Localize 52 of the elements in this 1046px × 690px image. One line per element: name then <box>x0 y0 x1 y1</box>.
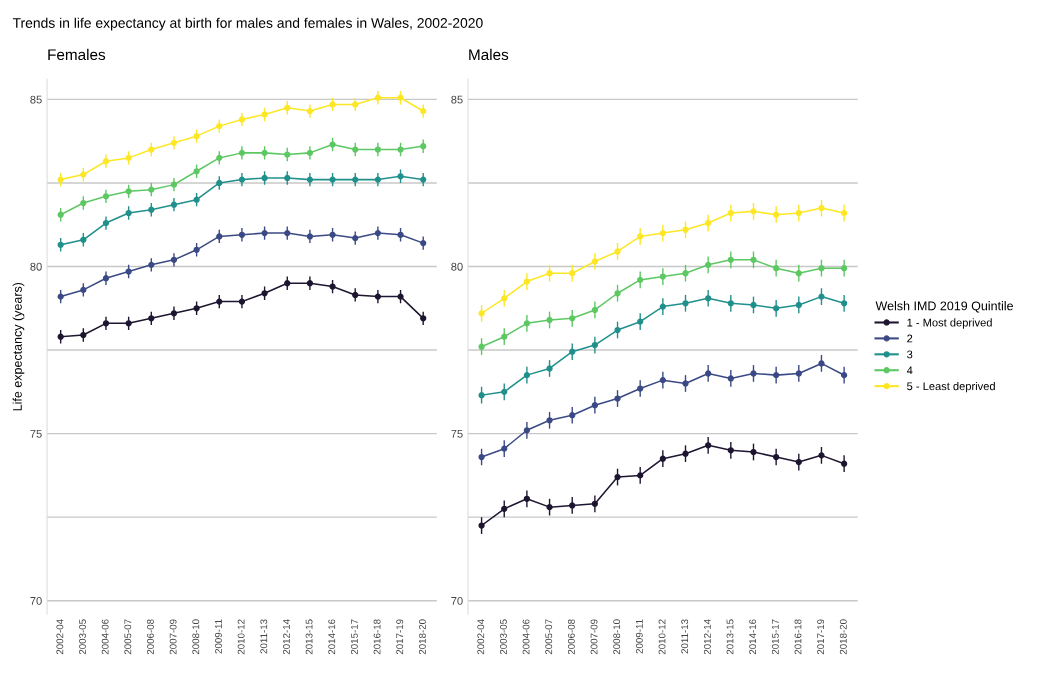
y-tick-label: 70 <box>451 597 463 605</box>
legend-title: Welsh IMD 2019 Quintile <box>875 301 1013 313</box>
x-tick-label: 2006-08 <box>147 619 154 655</box>
x-tick-label: 2004-06 <box>101 619 109 655</box>
x-tick-label: 2007-09 <box>169 619 177 655</box>
x-tick-label: 2002-04 <box>477 619 485 655</box>
x-tick-label: 2009-11 <box>635 619 643 654</box>
y-tick-label: 75 <box>30 430 42 438</box>
chart-title: Females <box>48 48 106 61</box>
x-tick-label: 2005-07 <box>545 619 553 655</box>
x-tick-label: 2010-12 <box>237 619 245 655</box>
x-tick-label: 2011-13 <box>681 619 689 654</box>
x-tick-label: 2003-05 <box>499 619 507 655</box>
x-tick-label: 2016-18 <box>373 619 381 655</box>
x-tick-label: 2008-10 <box>192 619 200 655</box>
x-tick-label: 2017-19 <box>817 619 825 655</box>
x-tick-label: 2015-17 <box>771 619 779 655</box>
x-tick-label: 2010-12 <box>658 619 666 655</box>
y-axis-title: Life expectancy (years) <box>12 282 25 411</box>
x-tick-label: 2013-15 <box>726 619 734 655</box>
legend-label: 3 <box>907 350 913 359</box>
x-tick-label: 2013-15 <box>305 619 313 655</box>
x-tick-label: 2007-09 <box>590 619 598 655</box>
x-tick-label: 2005-07 <box>124 619 132 655</box>
y-tick-label: 85 <box>451 95 463 104</box>
x-tick-label: 2008-10 <box>613 619 621 655</box>
x-tick-label: 2011-13 <box>260 619 268 654</box>
y-tick-label: 70 <box>30 597 42 605</box>
legend-label: 4 <box>906 366 913 375</box>
x-tick-label: 2016-18 <box>794 619 802 655</box>
x-tick-label: 2018-20 <box>418 619 426 655</box>
x-tick-label: 2004-06 <box>522 619 530 655</box>
legend-label: 5 - Least deprived <box>907 381 995 393</box>
x-tick-label: 2002-04 <box>56 619 64 655</box>
x-tick-label: 2014-16 <box>749 619 757 655</box>
y-tick-label: 85 <box>30 95 42 104</box>
y-tick-label: 80 <box>451 262 463 271</box>
x-tick-label: 2018-20 <box>839 619 847 655</box>
x-tick-label: 2006-08 <box>567 619 575 655</box>
legend-label: 1 - Most deprived <box>907 318 992 329</box>
y-tick-label: 75 <box>451 430 463 438</box>
x-tick-label: 2012-14 <box>282 619 290 655</box>
legend-label: 2 <box>907 334 913 343</box>
text: Trends in life expectancy at birth for males and females in Wales, 2002-2020 <box>12 17 483 31</box>
x-tick-label: 2003-05 <box>79 619 86 655</box>
x-tick-label: 2009-11 <box>215 619 222 654</box>
x-tick-label: 2012-14 <box>703 619 711 655</box>
x-tick-label: 2017-19 <box>396 619 404 655</box>
x-tick-label: 2015-17 <box>350 619 358 655</box>
chart-title: Males <box>469 48 509 61</box>
x-tick-label: 2014-16 <box>328 619 336 655</box>
y-tick-label: 80 <box>30 262 42 271</box>
